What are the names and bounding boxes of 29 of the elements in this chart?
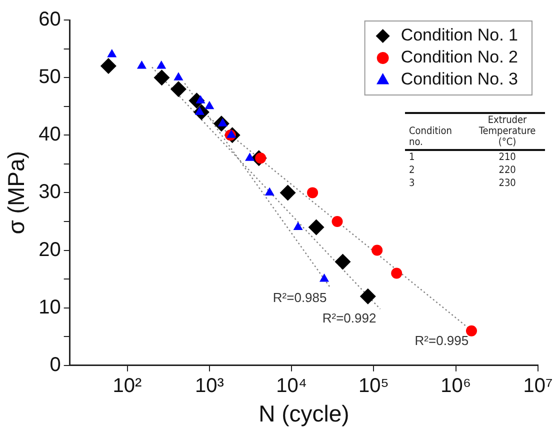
legend-label: Condition No. 1: [400, 26, 518, 45]
x-tick-label: 10⁴: [276, 374, 307, 397]
x-tick-label: 10⁷: [523, 374, 553, 397]
annotation: 2: [408, 164, 416, 177]
y-tick-label: 50: [38, 66, 61, 88]
annotation: Condition no.: [408, 125, 453, 150]
annotation: 220: [498, 164, 517, 177]
legend-label: Condition No. 2: [400, 48, 518, 67]
y-tick-label: 40: [38, 124, 61, 146]
x-tick-label: 10⁶: [440, 374, 472, 397]
annotation: 1: [408, 151, 416, 164]
y-tick-label: 10: [38, 296, 61, 318]
x-tick-label: 10²: [112, 374, 142, 397]
annotation: Extruder Temperature (°C): [478, 114, 537, 150]
annotation: R²=0.985: [272, 290, 327, 305]
annotation: 3: [408, 177, 416, 190]
y-tick-label: 20: [38, 238, 61, 261]
annotation: R²=0.995: [414, 333, 469, 348]
x-tick-label: 10³: [194, 374, 224, 397]
x-tick-label: 10⁵: [358, 374, 389, 397]
y-tick-label: 30: [38, 181, 61, 204]
y-tick-label: 0: [50, 354, 61, 376]
annotation: R²=0.992: [322, 310, 376, 326]
x-axis-title: N (cycle): [258, 400, 350, 427]
y-tick-label: 60: [38, 8, 61, 31]
legend-label: Condition No. 3: [400, 70, 518, 89]
annotation: 230: [498, 177, 517, 190]
y-axis-title: σ (MPa): [3, 151, 30, 234]
annotation: 210: [498, 151, 517, 164]
